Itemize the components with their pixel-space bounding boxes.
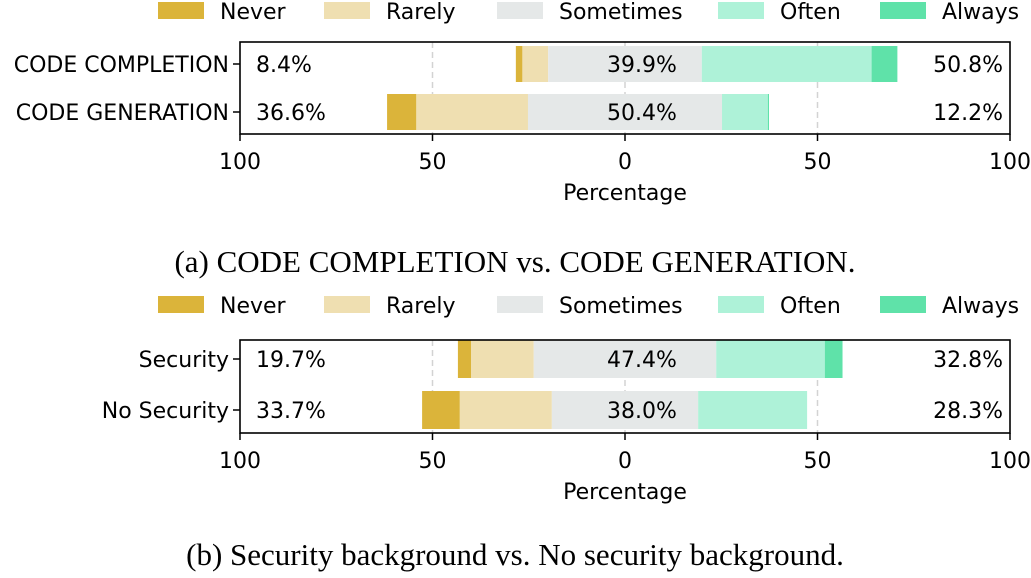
legend-label-always: Always bbox=[942, 0, 1019, 25]
bar-segment-always bbox=[871, 46, 898, 82]
figure-caption: (a) CODE COMPLETION vs. CODE GENERATION. bbox=[174, 244, 855, 279]
bar-segment-sometimes bbox=[527, 94, 723, 130]
bar-segment-always bbox=[824, 340, 843, 378]
category-label: CODE COMPLETION bbox=[14, 53, 229, 78]
category-label: Security bbox=[139, 348, 229, 373]
bar-segment-sometimes bbox=[551, 391, 699, 429]
bar-segment-rarely bbox=[522, 46, 549, 82]
legend-swatch-often bbox=[718, 296, 764, 313]
x-axis-label: Percentage bbox=[563, 480, 687, 505]
legend-label-rarely: Rarely bbox=[386, 294, 456, 319]
x-tick-label: 100 bbox=[989, 150, 1031, 175]
legend-swatch-often bbox=[718, 2, 764, 19]
bar-segment-rarely bbox=[416, 94, 528, 130]
left-percent-label: 33.7% bbox=[256, 399, 326, 424]
x-tick-label: 50 bbox=[804, 449, 832, 474]
legend-swatch-always bbox=[880, 2, 926, 19]
left-percent-label: 8.4% bbox=[256, 53, 312, 78]
center-percent-label: 47.4% bbox=[607, 348, 677, 373]
bar-segment-often bbox=[698, 391, 808, 429]
bar-segment-never bbox=[515, 46, 523, 82]
x-tick-label: 50 bbox=[804, 150, 832, 175]
legend: Never Rarely Sometimes Often Always bbox=[158, 294, 1019, 319]
bar-segment-never bbox=[387, 94, 417, 130]
x-tick-label: 100 bbox=[219, 449, 261, 474]
x-tick-label: 100 bbox=[219, 150, 261, 175]
bar-segment-rarely bbox=[459, 391, 552, 429]
bar-segment-never bbox=[422, 391, 460, 429]
bar-segment-never bbox=[457, 340, 471, 378]
legend-label-rarely: Rarely bbox=[386, 0, 456, 25]
category-label: No Security bbox=[102, 399, 229, 424]
bar-segment-sometimes bbox=[533, 340, 717, 378]
x-tick-label: 0 bbox=[618, 150, 632, 175]
legend-swatch-sometimes bbox=[497, 2, 543, 19]
figure-caption: (b) Security background vs. No security … bbox=[186, 537, 844, 572]
bar-segment-sometimes bbox=[548, 46, 702, 82]
legend-label-often: Often bbox=[780, 0, 841, 25]
legend-swatch-rarely bbox=[324, 2, 370, 19]
legend-label-sometimes: Sometimes bbox=[559, 294, 683, 319]
right-percent-label: 28.3% bbox=[933, 399, 1003, 424]
legend-label-always: Always bbox=[942, 294, 1019, 319]
right-percent-label: 32.8% bbox=[933, 348, 1003, 373]
legend-label-often: Often bbox=[780, 294, 841, 319]
left-percent-label: 19.7% bbox=[256, 348, 326, 373]
legend-swatch-sometimes bbox=[497, 296, 543, 313]
bar-segment-often bbox=[722, 94, 768, 130]
legend-swatch-never bbox=[158, 2, 204, 19]
x-tick-label: 0 bbox=[618, 449, 632, 474]
bar-segment-always bbox=[767, 94, 769, 130]
x-tick-label: 50 bbox=[419, 449, 447, 474]
legend-swatch-rarely bbox=[324, 296, 370, 313]
legend: Never Rarely Sometimes Often Always bbox=[158, 0, 1019, 25]
x-tick-label: 100 bbox=[989, 449, 1031, 474]
center-percent-label: 50.4% bbox=[607, 101, 677, 126]
legend-swatch-always bbox=[880, 296, 926, 313]
legend-label-never: Never bbox=[220, 0, 287, 25]
bar-segment-often bbox=[701, 46, 872, 82]
x-tick-label: 50 bbox=[419, 150, 447, 175]
right-percent-label: 50.8% bbox=[933, 53, 1003, 78]
right-percent-label: 12.2% bbox=[933, 101, 1003, 126]
chart-panel-1: Never Rarely Sometimes Often Always CODE COMP… bbox=[14, 0, 1031, 279]
legend-label-never: Never bbox=[220, 294, 287, 319]
chart-panel-2: Never Rarely Sometimes Often Always Security 1… bbox=[102, 294, 1031, 572]
legend-label-sometimes: Sometimes bbox=[559, 0, 683, 25]
bar-segment-rarely bbox=[471, 340, 534, 378]
center-percent-label: 39.9% bbox=[607, 53, 677, 78]
left-percent-label: 36.6% bbox=[256, 101, 326, 126]
legend-swatch-never bbox=[158, 296, 204, 313]
x-axis-label: Percentage bbox=[563, 181, 687, 206]
bar-segment-often bbox=[716, 340, 825, 378]
center-percent-label: 38.0% bbox=[607, 399, 677, 424]
category-label: CODE GENERATION bbox=[16, 101, 229, 126]
